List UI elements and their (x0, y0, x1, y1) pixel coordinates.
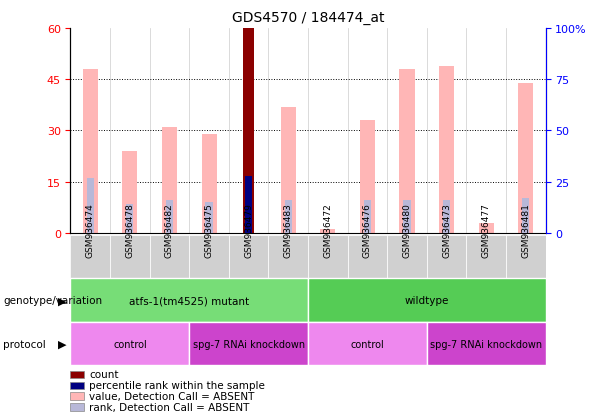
Text: GSM936473: GSM936473 (442, 202, 451, 257)
Bar (308, 235, 348, 322)
Bar (70, 322, 189, 366)
Bar (189, 322, 308, 366)
Bar (281, 107, 295, 233)
Bar (123, 152, 137, 233)
Bar (189, 235, 229, 322)
Text: spg-7 RNAi knockdown: spg-7 RNAi knockdown (430, 339, 543, 349)
Bar (86, 178, 94, 233)
Bar (110, 235, 150, 322)
Title: GDS4570 / 184474_at: GDS4570 / 184474_at (232, 11, 384, 25)
Bar (126, 205, 134, 233)
Bar (360, 121, 375, 233)
Bar (506, 235, 546, 322)
Text: GSM936477: GSM936477 (482, 202, 490, 257)
Bar (229, 235, 268, 322)
Bar (443, 201, 450, 233)
Text: GSM936472: GSM936472 (323, 202, 332, 257)
Bar (400, 70, 414, 233)
Text: ▶: ▶ (58, 295, 66, 306)
Bar (243, 29, 254, 233)
Bar (308, 322, 427, 366)
Text: count: count (89, 370, 118, 380)
Bar (245, 176, 252, 233)
Bar (83, 70, 98, 233)
Bar (321, 230, 335, 233)
Bar (427, 235, 466, 322)
Bar (427, 322, 546, 366)
Text: wildtype: wildtype (405, 295, 449, 306)
Text: GSM936479: GSM936479 (244, 202, 253, 257)
Text: rank, Detection Call = ABSENT: rank, Detection Call = ABSENT (89, 402, 249, 412)
Text: genotype/variation: genotype/variation (3, 295, 102, 306)
Bar (162, 128, 177, 233)
Text: GSM936476: GSM936476 (363, 202, 372, 257)
Text: ▶: ▶ (58, 339, 66, 349)
Bar (166, 201, 173, 233)
Bar (268, 235, 308, 322)
Text: atfs-1(tm4525) mutant: atfs-1(tm4525) mutant (129, 295, 249, 306)
Bar (284, 201, 292, 233)
Bar (348, 235, 387, 322)
Bar (479, 223, 493, 233)
Text: GSM936480: GSM936480 (403, 202, 411, 257)
Bar (202, 135, 216, 233)
Bar (466, 235, 506, 322)
Bar (522, 199, 530, 233)
Text: GSM936478: GSM936478 (126, 202, 134, 257)
Bar (308, 279, 546, 322)
Bar (387, 235, 427, 322)
Text: control: control (351, 339, 384, 349)
Bar (70, 235, 110, 322)
Text: GSM936474: GSM936474 (86, 202, 95, 257)
Bar (518, 83, 533, 233)
Text: protocol: protocol (3, 339, 46, 349)
Text: value, Detection Call = ABSENT: value, Detection Call = ABSENT (89, 391, 254, 401)
Text: GSM936482: GSM936482 (165, 202, 174, 257)
Bar (439, 66, 454, 233)
Text: GSM936483: GSM936483 (284, 202, 293, 257)
Bar (403, 201, 411, 233)
Text: spg-7 RNAi knockdown: spg-7 RNAi knockdown (192, 339, 305, 349)
Text: percentile rank within the sample: percentile rank within the sample (89, 380, 265, 390)
Text: GSM936475: GSM936475 (205, 202, 213, 257)
Bar (205, 203, 213, 233)
Text: control: control (113, 339, 147, 349)
Bar (364, 201, 371, 233)
Bar (70, 279, 308, 322)
Bar (150, 235, 189, 322)
Text: GSM936481: GSM936481 (521, 202, 530, 257)
